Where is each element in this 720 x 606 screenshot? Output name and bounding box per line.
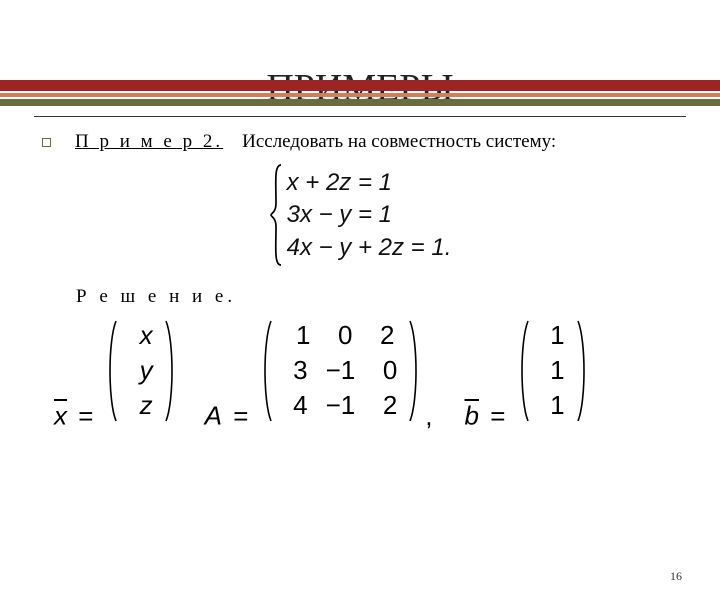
system-line-1: x + 2z = 1 xyxy=(287,167,452,199)
right-paren-icon xyxy=(407,317,421,425)
page-number: 16 xyxy=(670,569,682,584)
matrix-definitions: x = x y z A = xyxy=(54,314,678,432)
equation-system: x + 2z = 1 3x − y = 1 4x − y + 2z = 1. xyxy=(269,163,452,268)
header-stripe-3 xyxy=(0,99,720,106)
example-label: П р и м е р 2. xyxy=(75,131,223,152)
vector-b: b = 1 1 1 xyxy=(465,314,589,432)
bullet-square-icon xyxy=(42,138,51,147)
content-area: П р и м е р 2. Исследовать на совместнос… xyxy=(0,117,720,432)
left-paren-icon xyxy=(260,317,274,425)
system-line-3: 4x − y + 2z = 1. xyxy=(287,232,452,264)
system-line-2: 3x − y = 1 xyxy=(287,199,452,231)
vector-x: x = x y z xyxy=(54,314,177,432)
bullet-item: П р и м е р 2. Исследовать на совместнос… xyxy=(42,131,678,153)
left-paren-icon xyxy=(517,317,531,425)
solution-label: Р е ш е н и е. xyxy=(76,286,678,308)
example-prompt: Исследовать на совместность систему: xyxy=(242,131,556,152)
header-stripe-2 xyxy=(0,93,720,97)
left-paren-icon xyxy=(105,317,119,425)
matrix-A: A = 1 0 2 3 −1 0 xyxy=(205,314,437,432)
left-brace-icon xyxy=(269,163,283,268)
header-stripe-1 xyxy=(0,80,720,91)
right-paren-icon xyxy=(575,317,589,425)
right-paren-icon xyxy=(163,317,177,425)
